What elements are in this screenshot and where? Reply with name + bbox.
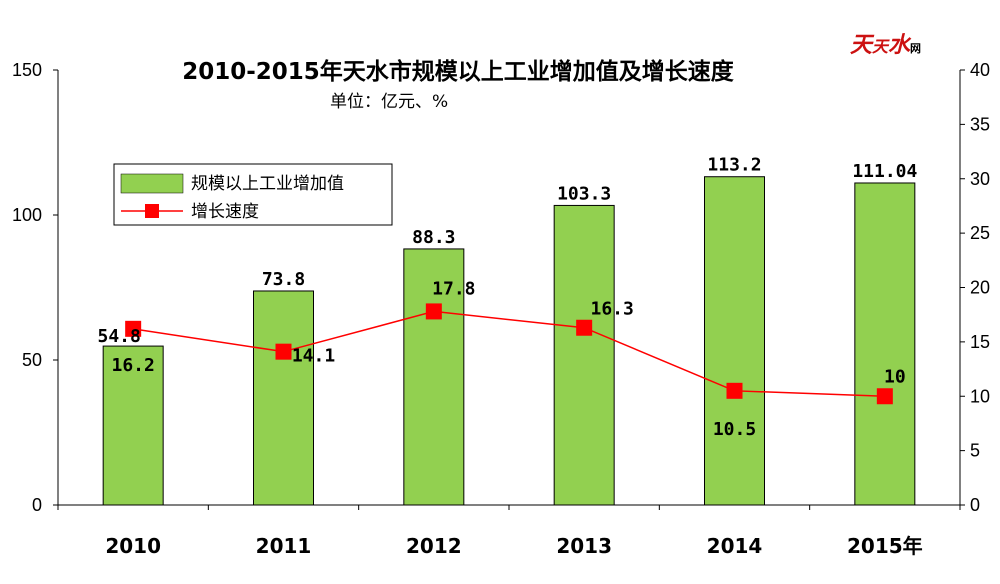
line-value-label: 14.1 bbox=[292, 346, 335, 367]
y-right-tick-label: 35 bbox=[970, 114, 990, 134]
line-marker bbox=[275, 343, 292, 360]
y-right-tick-label: 30 bbox=[970, 169, 990, 189]
legend-marker-swatch bbox=[145, 204, 159, 218]
y-right-tick-label: 0 bbox=[970, 495, 980, 515]
line-marker bbox=[876, 388, 893, 405]
y-left-tick-label: 150 bbox=[12, 60, 42, 80]
bar bbox=[704, 176, 765, 506]
data-labels: 54.8 73.8 88.3 103.3 113.2 111.04 16.2 14.1 17.8… bbox=[97, 155, 917, 440]
bar-value-label: 103.3 bbox=[557, 183, 611, 204]
y-right-tick-label: 40 bbox=[970, 60, 990, 80]
y-right-tick-label: 25 bbox=[970, 223, 990, 243]
y-right-tick-label: 5 bbox=[970, 441, 980, 461]
y-left-tick-label: 50 bbox=[22, 350, 42, 370]
y-left-tick-label: 0 bbox=[32, 495, 42, 515]
bar-series bbox=[102, 176, 916, 506]
bar-value-label: 111.04 bbox=[852, 161, 917, 182]
line-value-label: 10.5 bbox=[713, 419, 756, 440]
x-tick-label: 2012 bbox=[406, 534, 462, 558]
y-left-tick-label: 100 bbox=[12, 205, 42, 225]
y-right-tick-label: 15 bbox=[970, 332, 990, 352]
chart-subtitle: 单位：亿元、% bbox=[330, 92, 448, 112]
legend-label-line: 增长速度 bbox=[191, 202, 259, 222]
y-right-tick-label: 20 bbox=[970, 278, 990, 298]
line-value-label: 10 bbox=[884, 366, 906, 387]
axes: 0 50 100 150 0 5 10 15 20 25 30 35 40 2010 2011 2012 201… bbox=[12, 60, 990, 558]
bar bbox=[854, 182, 916, 506]
x-tick-label: 2015年 bbox=[847, 534, 923, 558]
legend: 规模以上工业增加值 增长速度 bbox=[113, 163, 393, 226]
line-value-label: 17.8 bbox=[432, 278, 475, 299]
x-tick-label: 2010 bbox=[105, 534, 161, 558]
series-line bbox=[133, 310, 885, 397]
bar-value-label: 73.8 bbox=[262, 269, 305, 290]
line-value-label: 16.2 bbox=[111, 355, 154, 376]
bar bbox=[403, 248, 465, 506]
line-marker bbox=[125, 320, 142, 337]
bar-value-label: 88.3 bbox=[412, 227, 455, 248]
x-tick-label: 2011 bbox=[256, 534, 312, 558]
line-marker bbox=[425, 303, 442, 320]
x-tick-label: 2014 bbox=[707, 534, 763, 558]
legend-bar-swatch bbox=[120, 173, 184, 194]
line-marker bbox=[726, 382, 743, 399]
line-series bbox=[125, 303, 893, 405]
bar bbox=[253, 290, 314, 506]
bar bbox=[102, 345, 164, 506]
logo-text: 天天水网 bbox=[850, 32, 921, 58]
bar-value-label: 54.8 bbox=[97, 326, 140, 347]
legend-label-bar: 规模以上工业增加值 bbox=[191, 174, 344, 194]
line-marker bbox=[576, 319, 593, 336]
y-right-tick-label: 10 bbox=[970, 386, 990, 406]
bar bbox=[553, 204, 615, 506]
line-value-label: 16.3 bbox=[590, 299, 633, 320]
chart-title: 2010-2015年天水市规模以上工业增加值及增长速度 bbox=[182, 58, 735, 85]
x-tick-label: 2013 bbox=[556, 534, 612, 558]
watermark-logo: 天天水网 bbox=[850, 32, 921, 58]
bar-value-label: 113.2 bbox=[707, 155, 761, 176]
